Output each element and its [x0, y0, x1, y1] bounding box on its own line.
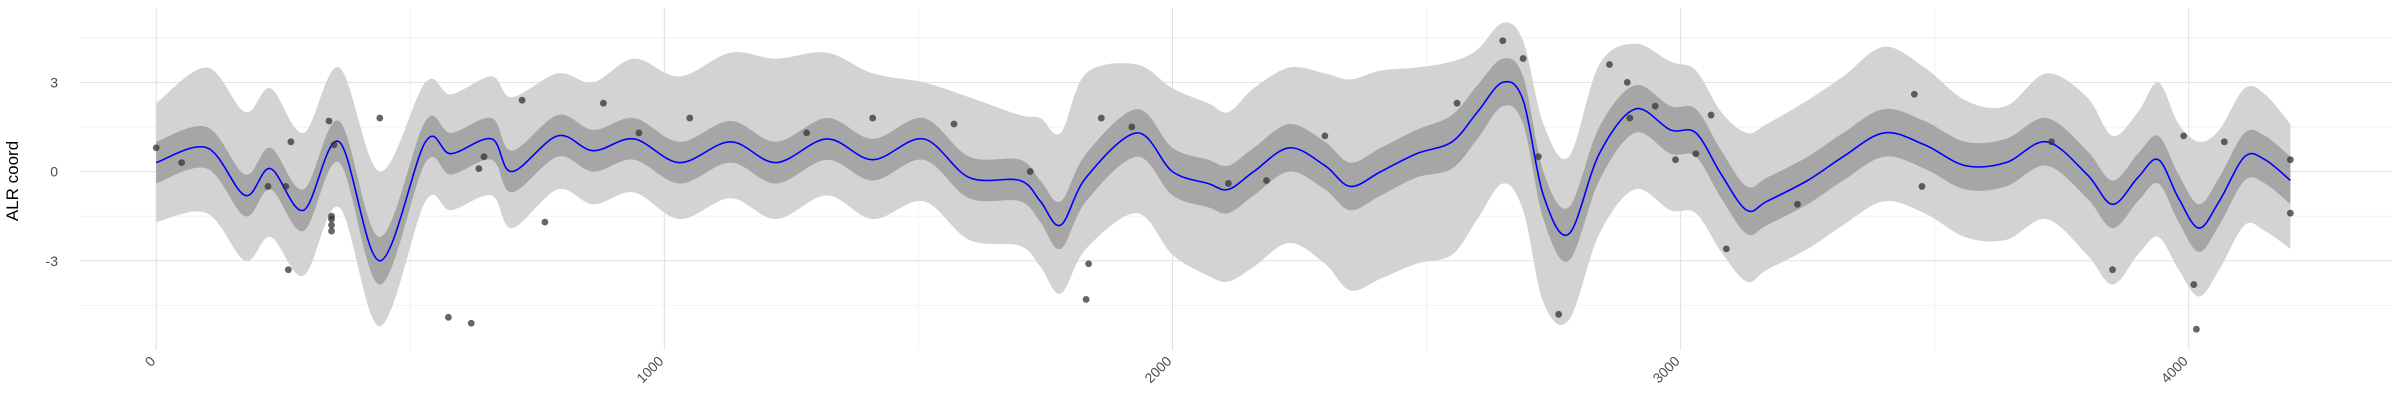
data-point: [1453, 99, 1461, 107]
data-point: [1534, 153, 1542, 161]
confidence-bands: [156, 22, 2291, 327]
data-point: [541, 218, 549, 226]
y-axis-ticks: -3 0 3: [46, 74, 59, 268]
data-point: [480, 153, 488, 161]
data-point: [2109, 266, 2116, 274]
data-point: [1128, 123, 1136, 131]
mean-line: [155, 80, 2291, 262]
data-point: [1672, 156, 1679, 164]
data-point: [1085, 260, 1093, 268]
data-point: [1623, 78, 1631, 86]
data-point: [1224, 180, 1232, 187]
data-point: [1626, 114, 1634, 122]
data-point: [1321, 132, 1329, 140]
data-point: [376, 114, 384, 122]
data-point: [330, 141, 338, 149]
data-point: [328, 221, 335, 229]
data-point: [2286, 209, 2294, 217]
data-point: [1692, 150, 1700, 158]
data-point: [686, 114, 694, 122]
mean-line-layer: [155, 80, 2291, 262]
data-point: [1499, 37, 1507, 45]
data-point: [803, 129, 811, 137]
x-tick-label: 1000: [633, 353, 666, 386]
data-point: [1097, 114, 1105, 122]
x-tick-label: 4000: [2158, 353, 2191, 386]
data-point: [1519, 55, 1527, 62]
data-point: [1606, 61, 1613, 68]
data-point: [518, 96, 526, 104]
data-point: [1918, 183, 1926, 190]
data-point: [178, 159, 186, 167]
observed-points: [152, 37, 2294, 333]
data-point: [444, 313, 452, 321]
x-axis-ticks: 0 1000 2000 3000 4000: [142, 353, 2191, 386]
x-tick-label: 0: [142, 353, 159, 370]
y-tick-label: 0: [50, 164, 58, 180]
data-point: [1910, 90, 1918, 98]
data-point: [1794, 200, 1801, 208]
data-point: [869, 114, 877, 122]
y-tick-label: -3: [46, 253, 59, 269]
data-point: [2048, 138, 2055, 146]
data-point: [475, 165, 483, 172]
data-point: [635, 129, 643, 137]
data-point: [2220, 138, 2228, 146]
data-point: [328, 227, 335, 235]
data-point: [152, 144, 160, 152]
x-tick-label: 3000: [1649, 353, 1682, 386]
data-point: [2192, 325, 2200, 333]
y-tick-label: 3: [50, 74, 58, 90]
inner-band: [156, 58, 2291, 285]
data-point: [2286, 156, 2294, 164]
data-point: [287, 138, 295, 146]
x-tick-label: 2000: [1141, 353, 1174, 386]
data-point: [2180, 132, 2188, 140]
y-axis-title: ALR coord: [3, 141, 22, 221]
data-point: [1651, 102, 1659, 110]
data-point: [1026, 168, 1034, 175]
data-point: [2190, 281, 2198, 288]
data-point: [282, 183, 290, 190]
data-point: [1263, 177, 1270, 184]
data-point: [1555, 310, 1563, 318]
data-point: [599, 99, 607, 107]
data-point: [1707, 111, 1715, 119]
data-point: [284, 266, 292, 274]
data-point: [1082, 296, 1090, 303]
data-point: [328, 215, 335, 223]
data-point: [264, 183, 272, 190]
data-point: [325, 117, 333, 125]
data-point: [950, 120, 958, 128]
data-point: [1722, 245, 1730, 253]
data-point: [467, 319, 475, 327]
